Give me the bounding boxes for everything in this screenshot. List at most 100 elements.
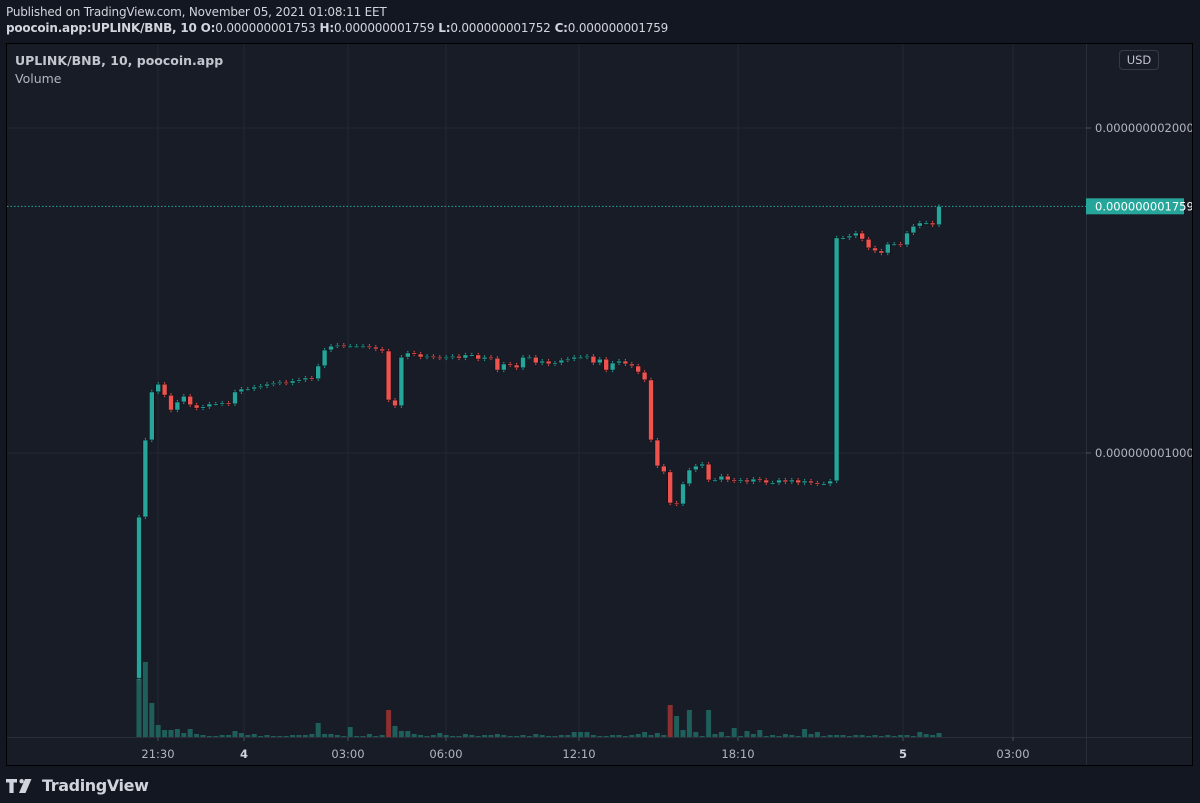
candle[interactable]	[660, 464, 667, 474]
candle[interactable]	[827, 478, 834, 486]
candle[interactable]	[635, 363, 642, 375]
candle[interactable]	[283, 380, 290, 386]
tradingview-logo[interactable]: TradingView	[6, 776, 149, 795]
candle[interactable]	[788, 477, 795, 484]
candle[interactable]	[468, 352, 475, 357]
candle[interactable]	[590, 354, 597, 365]
candle[interactable]	[724, 474, 731, 482]
candle[interactable]	[289, 378, 296, 386]
candle[interactable]	[353, 344, 360, 349]
candle[interactable]	[385, 348, 392, 403]
candle[interactable]	[584, 354, 590, 360]
candle[interactable]	[872, 245, 878, 253]
candle[interactable]	[302, 375, 309, 382]
candle[interactable]	[257, 384, 264, 390]
candle[interactable]	[532, 355, 539, 365]
candle[interactable]	[596, 357, 603, 365]
candle[interactable]	[744, 477, 750, 484]
currency-button[interactable]: USD	[1119, 50, 1159, 70]
candle[interactable]	[187, 394, 193, 407]
candle[interactable]	[833, 235, 840, 483]
candle[interactable]	[526, 355, 533, 360]
candle[interactable]	[846, 233, 853, 240]
candle[interactable]	[456, 354, 462, 361]
series-legend[interactable]: UPLINK/BNB, 10, poocoin.app	[15, 53, 224, 68]
candle[interactable]	[564, 357, 571, 363]
candle[interactable]	[648, 377, 654, 442]
candle[interactable]	[923, 220, 930, 225]
candle[interactable]	[392, 398, 398, 408]
candle[interactable]	[520, 355, 526, 370]
candle[interactable]	[782, 477, 789, 484]
candle[interactable]	[372, 345, 379, 351]
candle[interactable]	[571, 355, 578, 362]
candle[interactable]	[814, 480, 821, 486]
candle[interactable]	[161, 382, 168, 398]
candle[interactable]	[686, 467, 693, 486]
volume-legend[interactable]: Volume	[15, 71, 62, 86]
candle[interactable]	[577, 355, 584, 360]
candle[interactable]	[276, 380, 283, 386]
candle[interactable]	[206, 401, 213, 409]
candle[interactable]	[494, 356, 501, 373]
candle[interactable]	[692, 464, 699, 472]
candle[interactable]	[500, 361, 507, 373]
candle[interactable]	[801, 478, 808, 485]
candle[interactable]	[673, 501, 680, 507]
candle[interactable]	[488, 355, 494, 361]
candle[interactable]	[398, 355, 405, 408]
candle[interactable]	[904, 230, 910, 247]
chart-frame[interactable]: 0.000000002000 0.000000001000 21:30 4 03:00 0…	[6, 43, 1193, 766]
candle[interactable]	[705, 462, 712, 482]
candle[interactable]	[513, 362, 520, 370]
candle[interactable]	[936, 204, 942, 227]
candle[interactable]	[878, 248, 885, 256]
candle[interactable]	[884, 242, 891, 256]
candle[interactable]	[910, 224, 917, 235]
candlestick-chart[interactable]: 0.000000002000 0.000000001000 21:30 4 03:00 0…	[7, 44, 1192, 765]
candle[interactable]	[859, 230, 866, 242]
candle[interactable]	[680, 481, 686, 507]
candle[interactable]	[245, 386, 251, 391]
candle[interactable]	[238, 386, 245, 394]
candle[interactable]	[430, 354, 437, 360]
candle[interactable]	[840, 235, 846, 240]
candle[interactable]	[379, 347, 386, 353]
candle[interactable]	[712, 477, 718, 482]
candle[interactable]	[328, 344, 334, 352]
candle[interactable]	[174, 399, 181, 413]
candle[interactable]	[718, 474, 725, 482]
candle[interactable]	[558, 358, 565, 365]
candle[interactable]	[417, 351, 424, 360]
candle[interactable]	[820, 481, 827, 486]
candle[interactable]	[411, 350, 418, 356]
candle[interactable]	[539, 359, 546, 365]
candle[interactable]	[507, 361, 514, 367]
candle[interactable]	[699, 462, 706, 468]
candle[interactable]	[321, 347, 328, 368]
candle[interactable]	[366, 344, 373, 350]
candle[interactable]	[852, 230, 859, 238]
candle[interactable]	[181, 394, 187, 404]
candle[interactable]	[865, 237, 872, 250]
candle[interactable]	[168, 393, 174, 413]
candle[interactable]	[667, 469, 674, 506]
candle[interactable]	[213, 401, 219, 406]
candle[interactable]	[225, 400, 232, 406]
candle[interactable]	[731, 477, 738, 483]
candle[interactable]	[155, 382, 161, 394]
candle[interactable]	[481, 355, 488, 362]
candle[interactable]	[929, 220, 936, 227]
candle[interactable]	[891, 242, 898, 247]
candle[interactable]	[232, 389, 238, 406]
candle[interactable]	[763, 477, 770, 485]
candle[interactable]	[296, 377, 302, 383]
candle[interactable]	[360, 344, 366, 349]
candle[interactable]	[424, 354, 430, 360]
candle[interactable]	[756, 477, 763, 482]
candle[interactable]	[264, 382, 270, 389]
candle[interactable]	[270, 381, 277, 387]
candle[interactable]	[609, 360, 616, 373]
candle[interactable]	[737, 477, 744, 483]
candle[interactable]	[475, 352, 482, 362]
